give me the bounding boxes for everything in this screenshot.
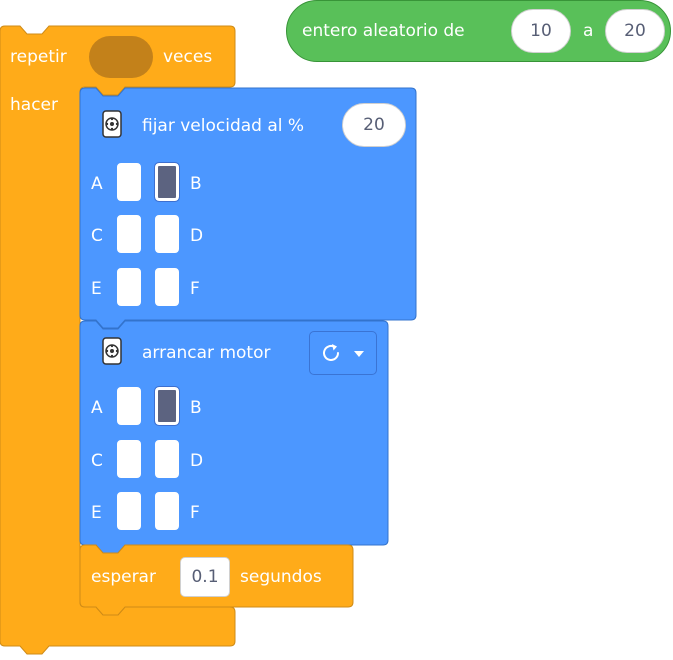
motor-direction-dropdown[interactable] bbox=[309, 331, 377, 375]
random-to-value: 20 bbox=[624, 21, 646, 41]
random-integer-reporter[interactable]: entero aleatorio de 10 a 20 bbox=[286, 0, 671, 62]
port-label-d: D bbox=[190, 451, 204, 471]
port-label-f: F bbox=[190, 503, 200, 523]
repeat-suffix: veces bbox=[163, 47, 213, 67]
port-d-toggle[interactable] bbox=[155, 215, 179, 253]
port-label-f: F bbox=[190, 279, 200, 299]
repeat-count-slot[interactable] bbox=[89, 36, 153, 78]
motor-icon bbox=[102, 110, 122, 138]
port-label-b: B bbox=[190, 398, 202, 418]
random-from-value: 10 bbox=[530, 21, 552, 41]
speed-percent-input[interactable]: 20 bbox=[342, 103, 406, 147]
repeat-label: repetir bbox=[10, 47, 67, 67]
port-label-a: A bbox=[91, 174, 103, 194]
speed-percent-value: 20 bbox=[363, 115, 385, 135]
port-label-e: E bbox=[91, 279, 102, 299]
port-a-toggle[interactable] bbox=[117, 387, 141, 425]
port-f-toggle[interactable] bbox=[155, 268, 179, 306]
port-label-d: D bbox=[190, 226, 204, 246]
reporter-label: entero aleatorio de bbox=[302, 21, 465, 41]
port-b-toggle[interactable] bbox=[154, 386, 180, 426]
set-speed-label: fijar velocidad al % bbox=[142, 116, 305, 136]
wait-seconds-value: 0.1 bbox=[191, 567, 219, 587]
port-e-toggle[interactable] bbox=[117, 492, 141, 530]
port-c-toggle[interactable] bbox=[117, 215, 141, 253]
port-label-a: A bbox=[91, 398, 103, 418]
chevron-down-icon bbox=[354, 351, 364, 357]
port-d-toggle[interactable] bbox=[155, 440, 179, 478]
port-label-c: C bbox=[91, 451, 103, 471]
port-label-e: E bbox=[91, 503, 102, 523]
repeat-do-label: hacer bbox=[10, 95, 58, 115]
port-c-toggle[interactable] bbox=[117, 440, 141, 478]
port-label-b: B bbox=[190, 174, 202, 194]
port-b-toggle[interactable] bbox=[154, 162, 180, 202]
clockwise-arrow-icon bbox=[323, 344, 339, 361]
motor-icon bbox=[102, 337, 122, 365]
random-to-input[interactable]: 20 bbox=[605, 9, 665, 53]
port-f-toggle[interactable] bbox=[155, 492, 179, 530]
random-from-input[interactable]: 10 bbox=[511, 9, 571, 53]
wait-seconds-input[interactable]: 0.1 bbox=[180, 557, 230, 597]
wait-suffix: segundos bbox=[240, 567, 322, 587]
start-motor-label: arrancar motor bbox=[142, 343, 271, 363]
port-e-toggle[interactable] bbox=[117, 268, 141, 306]
port-label-c: C bbox=[91, 226, 103, 246]
port-a-toggle[interactable] bbox=[117, 163, 141, 201]
wait-label: esperar bbox=[91, 567, 156, 587]
reporter-joiner: a bbox=[583, 21, 594, 41]
